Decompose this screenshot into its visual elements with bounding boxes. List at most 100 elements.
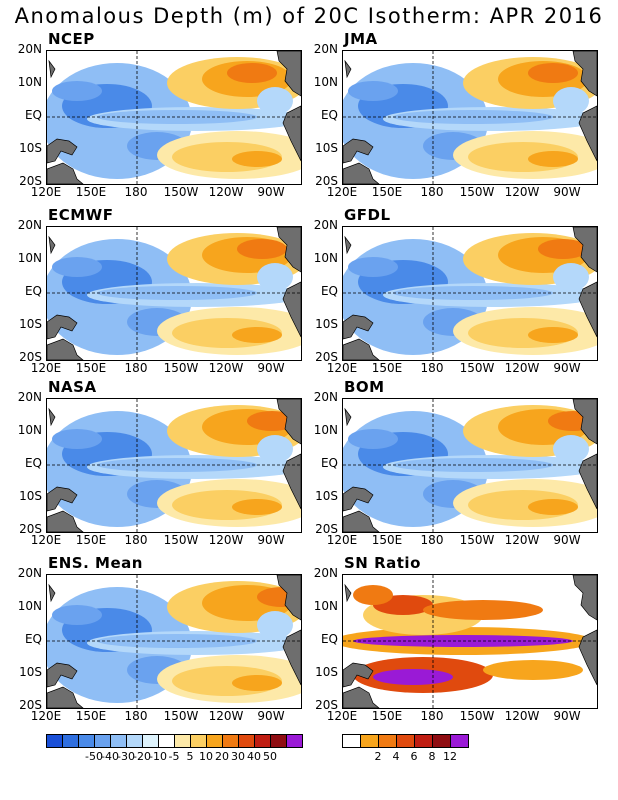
lat-tick-label: EQ [24,456,42,470]
map-panel-bom [342,398,598,533]
lon-tick-label: 150E [371,709,403,723]
lon-tick-label: 150E [75,361,107,375]
cool-anomaly-north [52,429,102,449]
colorbar-swatch [127,735,143,747]
map-bom [343,399,597,532]
land-mask [47,575,301,708]
lat-tick-label: 20S [315,522,338,536]
lon-tick-label: 120W [208,361,244,375]
cool-anomaly-north [348,257,398,277]
lon-tick-label: 90W [553,361,581,375]
new-guinea [47,486,78,512]
lon-tick-label: 150W [163,361,199,375]
south-warm-peak [528,151,578,167]
map-panel-nasa [46,398,302,533]
lat-tick-label: 10N [313,75,338,89]
colorbar-label: -40 [101,750,119,763]
colorbar-label: -5 [168,750,180,763]
lon-tick-label: 150E [371,361,403,375]
colorbar-swatch [379,735,397,747]
cool-anomaly-north [348,81,398,101]
australia [343,510,380,532]
cool-anomaly-north [52,257,102,277]
lat-tick-label: 10N [313,423,338,437]
lat-tick-label: 20S [19,174,42,188]
lon-tick-label: 90W [257,361,285,375]
lat-tick-label: 10S [19,317,42,331]
colorbar-label: 50 [263,750,277,763]
colorbar-label: 10 [199,750,213,763]
lat-tick-label: 20N [313,218,338,232]
colorbar-label: 12 [443,750,457,763]
panel-title-nasa: NASA [48,378,97,396]
south-america [578,453,597,510]
colorbar-swatch [111,735,127,747]
colorbar-swatch [79,735,95,747]
colorbar-swatch [255,735,271,747]
lon-tick-label: 120W [504,533,540,547]
lat-tick-label: 20N [17,566,42,580]
lon-tick-label: 150W [163,709,199,723]
panel-title-ens-mean: ENS. Mean [48,554,143,572]
lat-tick-label: 10N [17,423,42,437]
lat-tick-label: 20N [17,42,42,56]
land-mask [343,575,597,708]
south-america [578,281,597,338]
coastal-cool [553,435,589,463]
panel-title-jma: JMA [344,30,378,48]
lon-tick-label: 180 [420,533,444,547]
map-nasa [47,399,301,532]
south-america [282,281,301,338]
australia [343,686,380,708]
colorbar-swatch [287,735,302,747]
philippines [48,583,56,603]
land-mask [47,51,301,184]
land-mask [343,51,597,184]
map-jma [343,51,597,184]
map-ncep [47,51,301,184]
colorbar-label: -20 [133,750,151,763]
lon-tick-label: 180 [124,185,148,199]
lat-tick-label: 20N [313,42,338,56]
australia [47,686,84,708]
panel-title-bom: BOM [344,378,385,396]
lon-tick-label: 150E [371,185,403,199]
lon-tick-label: 180 [420,709,444,723]
panel-title-sn-ratio: SN Ratio [344,554,421,572]
south-america [282,453,301,510]
lon-tick-label: 120W [504,185,540,199]
coastal-cool [257,435,293,463]
lat-tick-label: EQ [320,108,338,122]
north-warm-peak [237,239,287,259]
lon-tick-label: 120W [208,709,244,723]
lon-tick-label: 90W [257,709,285,723]
philippines [344,407,352,427]
colorbar-label: 5 [186,750,194,763]
lon-tick-label: 180 [124,533,148,547]
lat-tick-label: EQ [320,284,338,298]
lon-tick-label: 150W [459,709,495,723]
central-america [572,227,597,273]
colorbar-swatch [175,735,191,747]
lat-tick-label: EQ [24,632,42,646]
colorbar-sn-ratio [342,734,469,748]
map-panel-gfdl [342,226,598,361]
central-america [276,51,301,97]
australia [47,510,84,532]
south-warm-peak [232,151,282,167]
australia [343,338,380,360]
colorbar-swatch [433,735,451,747]
map-panel-ecmwf [46,226,302,361]
lon-tick-label: 180 [420,185,444,199]
lat-tick-label: 20S [19,522,42,536]
new-guinea [47,314,78,340]
south-warm-peak [232,327,282,343]
lon-tick-label: 120E [30,361,62,375]
australia [47,162,84,184]
lat-tick-label: EQ [320,456,338,470]
lat-tick-label: 10N [17,75,42,89]
new-guinea [47,138,78,164]
land-mask [343,227,597,360]
panel-title-ncep: NCEP [48,30,95,48]
lat-tick-label: 10S [315,317,338,331]
